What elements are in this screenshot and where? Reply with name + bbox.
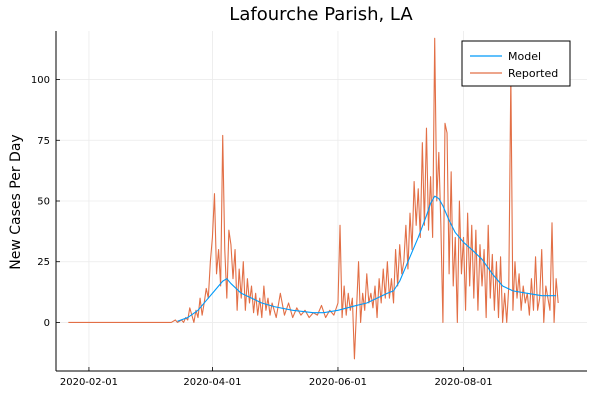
legend-label-reported: Reported bbox=[508, 67, 558, 80]
tick-labels: 2020-02-01 2020-04-01 2020-06-01 2020-08-01… bbox=[31, 75, 493, 388]
legend: Model Reported bbox=[461, 40, 571, 87]
series-line-model bbox=[177, 195, 557, 322]
y-tick-label: 75 bbox=[37, 136, 50, 147]
x-tick-label: 2020-04-01 bbox=[183, 377, 241, 388]
y-tick-label: 0 bbox=[44, 318, 50, 329]
x-tick-label: 2020-06-01 bbox=[309, 377, 367, 388]
y-tick-label: 25 bbox=[37, 257, 50, 268]
series-line-reported bbox=[68, 37, 559, 360]
x-tick-label: 2020-08-01 bbox=[434, 377, 492, 388]
axes bbox=[55, 31, 587, 372]
grid bbox=[56, 31, 587, 371]
y-tick-label: 50 bbox=[37, 197, 50, 208]
series bbox=[68, 37, 559, 360]
y-axis-title: New Cases Per Day bbox=[8, 134, 24, 269]
legend-box bbox=[461, 40, 571, 87]
legend-label-model: Model bbox=[508, 50, 541, 63]
chart-title: Lafourche Parish, LA bbox=[229, 4, 413, 25]
y-tick-label: 100 bbox=[31, 75, 50, 86]
x-tick-label: 2020-02-01 bbox=[60, 377, 118, 388]
